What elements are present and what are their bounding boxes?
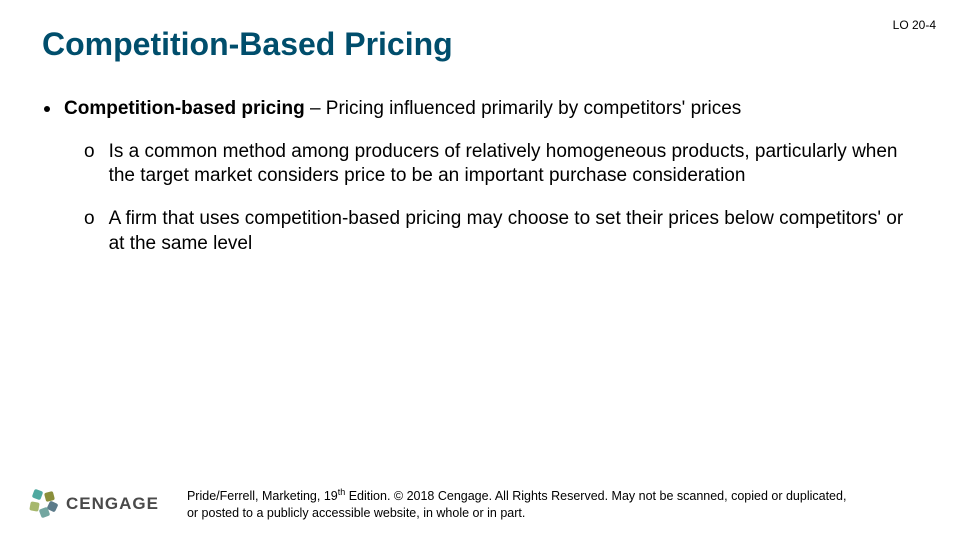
learning-objective-tag: LO 20-4 bbox=[893, 18, 936, 32]
term-definition: – Pricing influenced primarily by compet… bbox=[305, 98, 742, 119]
slide-content: Competition-based pricing – Pricing infl… bbox=[40, 97, 920, 256]
bullet-circle-icon: o bbox=[84, 207, 95, 256]
logo-text: CENGAGE bbox=[66, 494, 159, 514]
bullet-text: Competition-based pricing – Pricing infl… bbox=[64, 97, 920, 122]
sub-bullet-text: Is a common method among producers of re… bbox=[109, 140, 920, 189]
slide-title: Competition-Based Pricing bbox=[42, 26, 920, 63]
bullet-dot-icon bbox=[44, 106, 50, 112]
cengage-logo: CENGAGE bbox=[30, 490, 159, 518]
copyright-text: Pride/Ferrell, Marketing, 19th Edition. … bbox=[187, 486, 857, 522]
term-bold: Competition-based pricing bbox=[64, 98, 305, 119]
logo-mark-icon bbox=[30, 490, 58, 518]
sub-bullet-text: A firm that uses competition-based prici… bbox=[109, 207, 920, 256]
bullet-level-2: o Is a common method among producers of … bbox=[84, 140, 920, 189]
bullet-level-2: o A firm that uses competition-based pri… bbox=[84, 207, 920, 256]
bullet-level-1: Competition-based pricing – Pricing infl… bbox=[44, 97, 920, 122]
copyright-pre: Pride/Ferrell, Marketing, 19 bbox=[187, 489, 338, 503]
bullet-circle-icon: o bbox=[84, 140, 95, 189]
slide: LO 20-4 Competition-Based Pricing Compet… bbox=[0, 0, 960, 540]
slide-footer: CENGAGE Pride/Ferrell, Marketing, 19th E… bbox=[0, 486, 960, 522]
